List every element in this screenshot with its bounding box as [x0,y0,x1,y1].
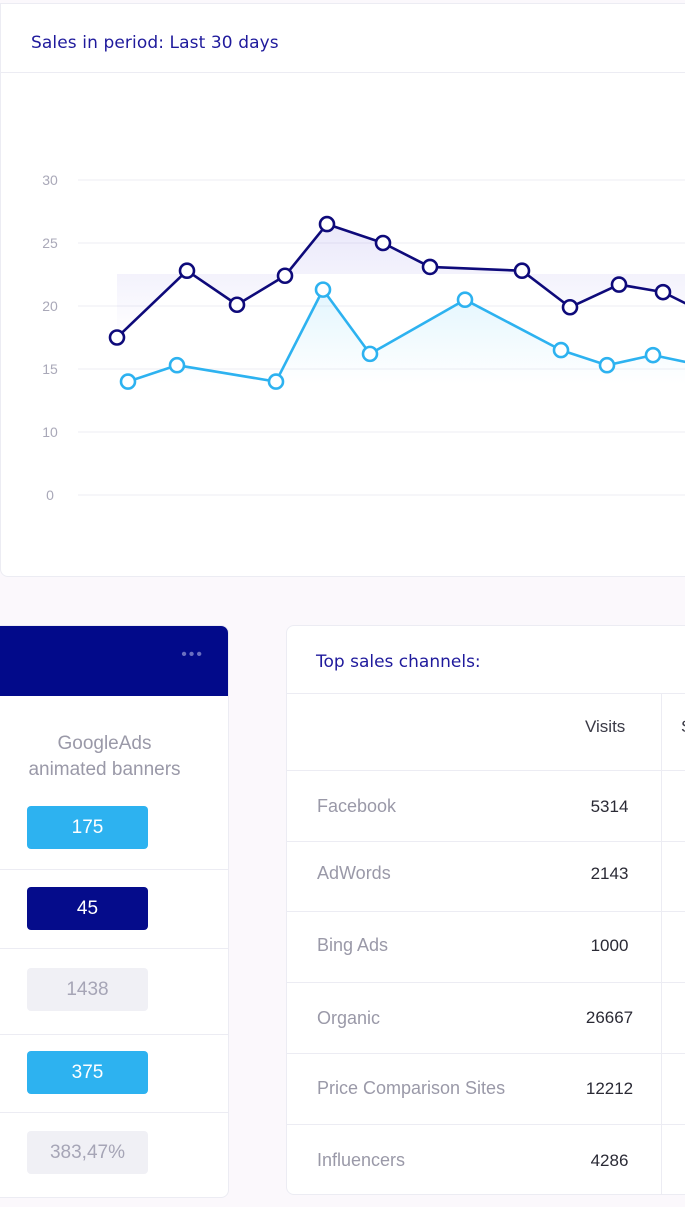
channel-name: AdWords [317,863,391,883]
channel-name: Facebook [317,796,397,816]
data-point-dark [513,262,531,280]
channels-title: Top sales channels: [316,652,481,672]
ad-name-line1: GoogleAds [57,733,152,754]
ad-value-5: 383,47% [27,1131,148,1174]
data-point-light [456,291,474,309]
channel-visits: 26667 [585,1008,634,1027]
channel-visits: 5314 [590,797,629,816]
data-point-light [119,373,137,390]
sales-chart-card: Sales in period: Last 30 days 30 25 20 15 10… [0,3,685,577]
series-area-light [128,289,685,384]
data-point-light [361,345,379,363]
chart-title-divider [1,72,685,73]
data-point-dark [108,329,126,346]
data-point-dark [654,283,672,301]
channel-name: Bing Ads [317,935,389,955]
ad-divider [0,869,228,870]
top-sales-channels-card: Top sales channels: Visits S Facebook 53… [286,625,685,1195]
table-divider [287,982,685,983]
ad-name-line2: animated banners [28,759,181,780]
data-point-dark [228,296,246,314]
y-tick-label: 10 [42,424,58,440]
ad-card-header: ••• [0,626,228,696]
data-point-dark [610,276,628,293]
channel-visits: 1000 [590,936,629,955]
series-area-dark [117,224,685,338]
y-tick-label: 20 [42,298,58,314]
ad-divider [0,948,228,949]
chart-title: Sales in period: Last 30 days [31,33,279,53]
ad-divider [0,1034,228,1035]
sales-line-chart: 30 25 20 15 10 0 [42,172,685,503]
ad-value-3: 1438 [27,968,148,1011]
ad-campaign-card: ••• GoogleAds animated banners 175 45 14… [0,625,229,1198]
data-point-dark [276,267,294,285]
data-point-dark [318,215,336,233]
table-divider [287,841,685,842]
table-divider [287,693,685,694]
data-point-dark [374,234,392,252]
data-point-light [267,373,285,390]
y-tick-label: 25 [42,235,58,251]
data-point-dark [178,262,196,280]
y-tick-label: 0 [46,487,54,503]
more-dots-icon[interactable]: ••• [181,646,204,663]
data-point-dark [561,298,579,316]
column-header-visits[interactable]: Visits [585,717,626,736]
ad-value-2: 45 [27,887,148,930]
data-point-light [168,356,186,374]
ad-divider [0,1112,228,1113]
table-divider [287,1124,685,1125]
series-line-light [127,288,685,383]
table-column-divider [661,693,662,1194]
channel-name: Influencers [317,1150,406,1170]
table-divider [287,770,685,771]
table-divider [287,911,685,912]
table-divider [287,1053,685,1054]
ad-value-4: 375 [27,1051,148,1094]
y-tick-label: 30 [42,172,58,188]
y-tick-label: 15 [42,361,58,377]
column-header-sales[interactable]: S [681,717,685,737]
channel-name: Price Comparison Sites [317,1078,506,1098]
data-point-dark [421,258,439,276]
data-point-light [552,341,570,359]
data-point-light [314,281,332,298]
data-point-light [598,356,616,374]
channel-name: Organic [317,1008,381,1028]
channel-visits: 12212 [585,1079,634,1098]
channel-visits: 4286 [590,1151,629,1170]
channel-visits: 2143 [590,864,629,883]
data-point-light [644,346,662,364]
ad-value-1: 175 [27,806,148,849]
